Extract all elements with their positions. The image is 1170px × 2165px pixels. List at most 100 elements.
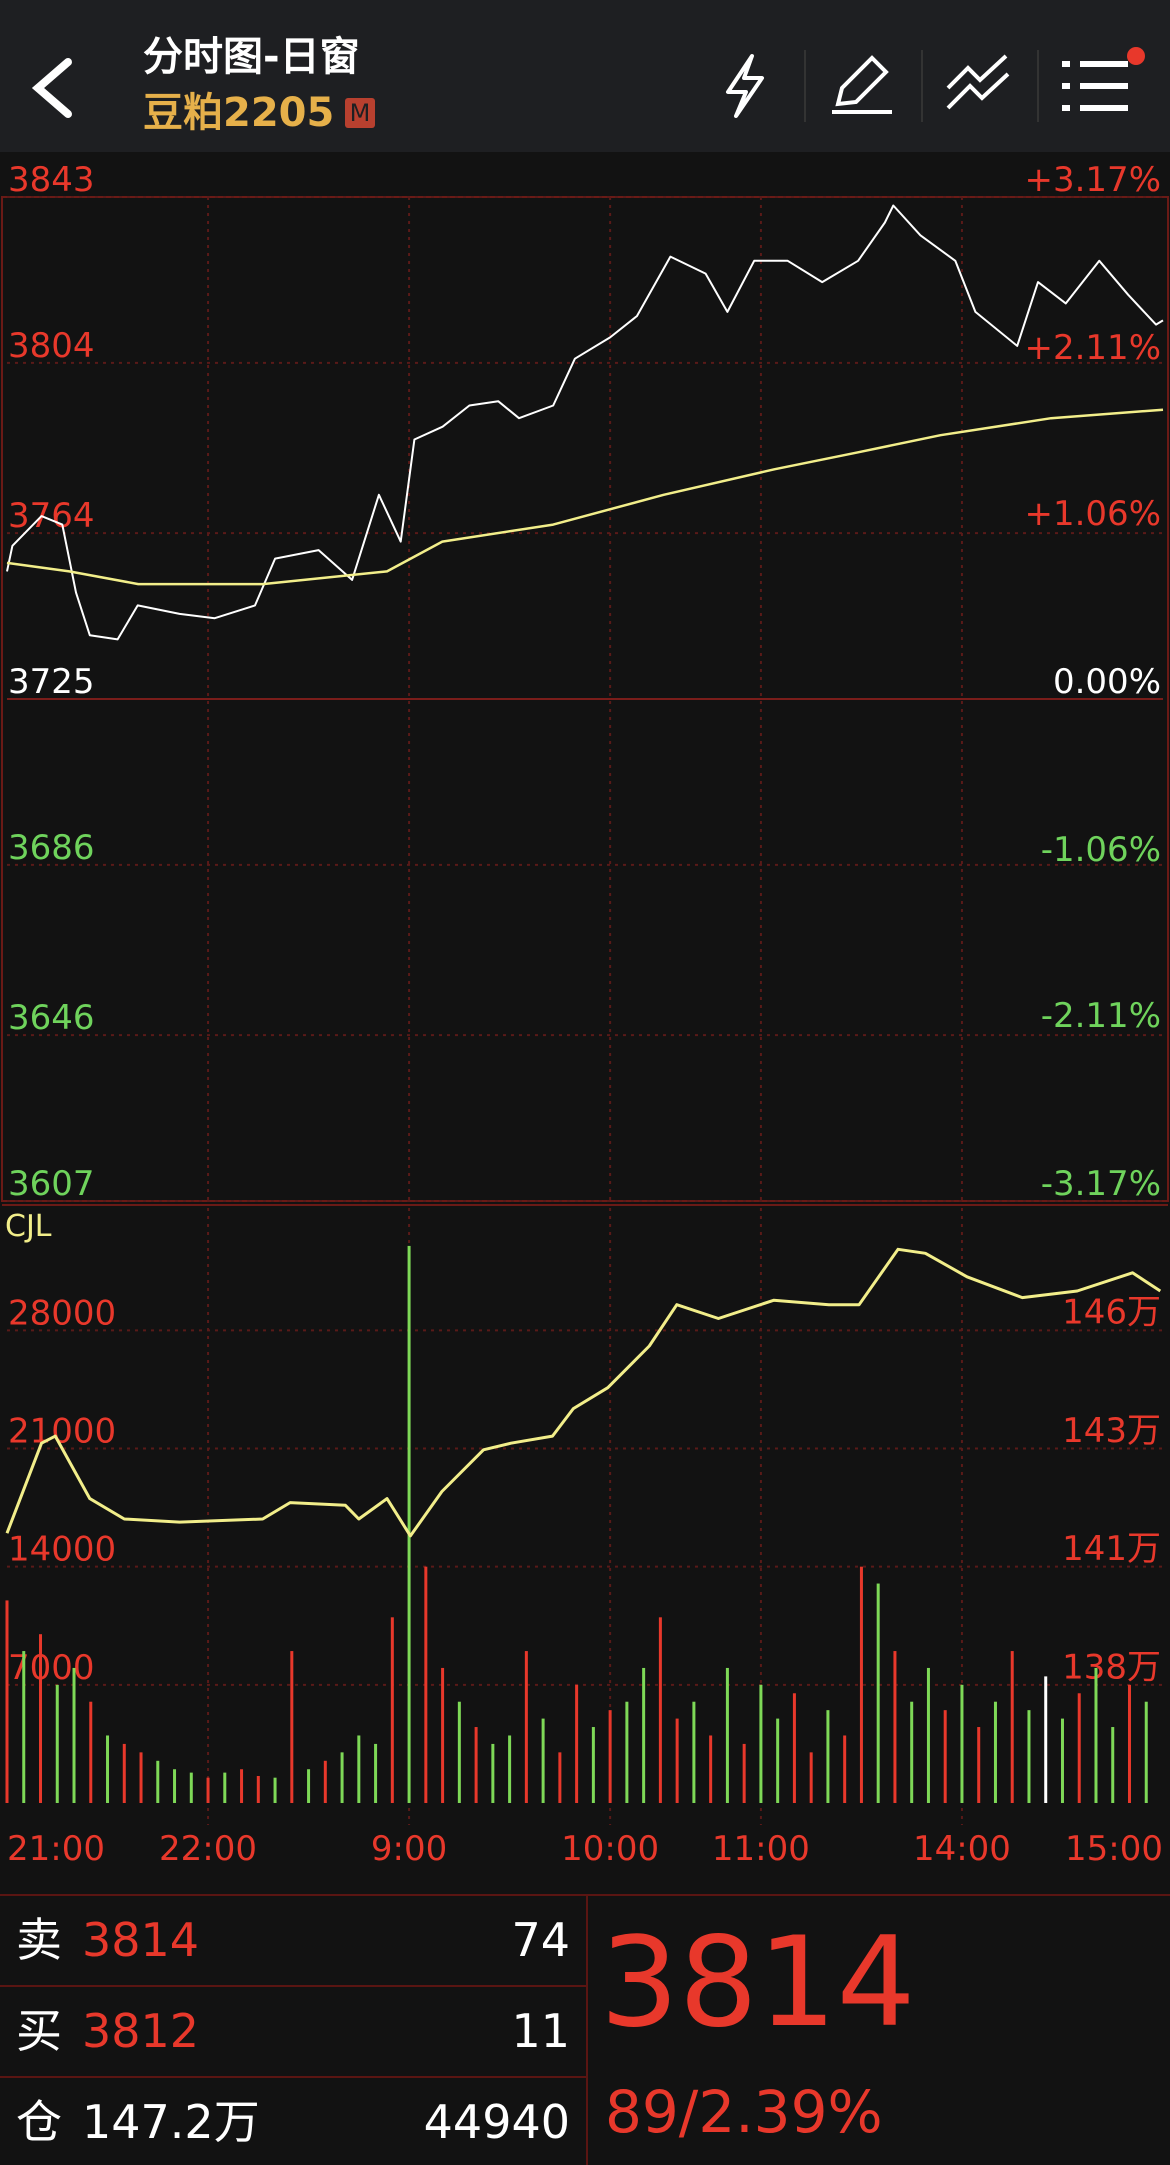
open-interest-line <box>5 1247 1162 1538</box>
volume-bar <box>340 1752 344 1803</box>
volume-bar <box>692 1701 696 1803</box>
volume-bar <box>173 1769 177 1803</box>
volume-bar <box>709 1735 713 1803</box>
volume-bar <box>960 1684 964 1803</box>
flash-icon[interactable] <box>726 54 764 118</box>
price-change: 89/2.39% <box>605 2078 883 2146</box>
volume-bar <box>792 1693 796 1803</box>
volume-bar <box>642 1667 646 1803</box>
menu-icon[interactable] <box>1062 61 1128 111</box>
y2-tick-label: -3.17% <box>1041 1164 1161 1204</box>
quote-panel <box>0 1894 1170 2165</box>
volume-bar <box>22 1651 26 1803</box>
volume-bar <box>541 1718 545 1803</box>
volume-bar <box>106 1735 110 1803</box>
back-button[interactable] <box>31 58 72 118</box>
volume-bar <box>910 1701 914 1803</box>
volume-bar <box>524 1651 528 1803</box>
y2-tick-label: 138万 <box>1062 1648 1161 1688</box>
volume-bar <box>1077 1693 1081 1803</box>
y-tick-label: 3646 <box>8 998 95 1038</box>
volume-bar <box>926 1667 930 1803</box>
pane-title: CJL <box>5 1209 52 1244</box>
volume-bar <box>1127 1684 1131 1803</box>
volume-bar <box>591 1727 595 1803</box>
volume-bar <box>776 1718 780 1803</box>
volume-bar <box>273 1777 277 1803</box>
x-tick-label: 15:00 <box>1065 1829 1163 1869</box>
volume-bar <box>759 1684 763 1803</box>
indicator-icon[interactable] <box>946 54 1010 110</box>
oi-value: 147.2万 <box>82 2095 260 2149</box>
volume-bar <box>742 1743 746 1803</box>
y-tick-label: 7000 <box>8 1648 95 1688</box>
volume-bar <box>993 1701 997 1803</box>
volume-bar <box>809 1752 813 1803</box>
volume-bar <box>725 1667 729 1803</box>
badge-bg <box>345 98 375 128</box>
volume-bar <box>323 1760 327 1803</box>
volume-bar <box>675 1718 679 1803</box>
y-tick-label: 3607 <box>8 1164 95 1204</box>
volume-bar <box>5 1600 9 1803</box>
volume-bar <box>457 1701 461 1803</box>
x-tick-label: 9:00 <box>371 1829 447 1869</box>
price-line <box>6 204 1164 641</box>
last-price: 3814 <box>600 1911 916 2055</box>
ask-volume: 74 <box>511 1913 570 1967</box>
y2-tick-label: -2.11% <box>1041 996 1161 1036</box>
bid-price: 3812 <box>82 2004 199 2058</box>
volume-bar <box>1010 1651 1014 1803</box>
page-title: 分时图-日窗 <box>143 34 360 80</box>
y-tick-label: 14000 <box>8 1530 116 1570</box>
y-tick-label: 21000 <box>8 1411 116 1451</box>
volume-bar <box>139 1752 143 1803</box>
volume-bar <box>1060 1718 1064 1803</box>
x-tick-label: 22:00 <box>159 1829 257 1869</box>
y2-tick-label: +3.17% <box>1025 160 1162 200</box>
bid-volume: 11 <box>511 2004 570 2058</box>
volume-bar <box>558 1752 562 1803</box>
volume-bar <box>474 1727 478 1803</box>
price-line <box>6 408 1164 586</box>
volume-bar <box>1027 1710 1031 1803</box>
x-tick-label: 14:00 <box>913 1829 1011 1869</box>
volume-bar <box>122 1743 126 1803</box>
y2-tick-label: 0.00% <box>1053 662 1161 702</box>
volume-bar <box>608 1710 612 1803</box>
volume-bar <box>441 1667 445 1803</box>
y-tick-label: 3843 <box>8 160 95 200</box>
volume-bar <box>256 1775 260 1803</box>
volume-bar <box>424 1566 428 1803</box>
volume-bar <box>39 1634 43 1803</box>
volume-bar <box>977 1727 981 1803</box>
draw-icon[interactable] <box>832 55 892 114</box>
volume-bar <box>357 1735 361 1803</box>
volume-bar <box>240 1769 244 1803</box>
volume-bar <box>290 1651 294 1803</box>
volume-bar <box>156 1760 160 1803</box>
volume-bar <box>1094 1667 1098 1803</box>
volume-bar <box>307 1769 311 1803</box>
volume-bar <box>658 1617 662 1803</box>
volume-bar <box>826 1710 830 1803</box>
plot-area: 3843 3804 3764 3725 3686 3646 3607 +3.17% +2.11%… <box>1 160 1169 1869</box>
y2-tick-label: 146万 <box>1062 1293 1161 1333</box>
x-tick-label: 10:00 <box>561 1829 659 1869</box>
x-tick-label: 11:00 <box>712 1829 810 1869</box>
y2-tick-label: +1.06% <box>1025 494 1162 534</box>
volume-bar <box>859 1566 863 1803</box>
volume-bar <box>1144 1701 1148 1803</box>
y2-tick-label: -1.06% <box>1041 830 1161 870</box>
y2-tick-label: +2.11% <box>1025 328 1162 368</box>
volume-bar <box>72 1667 76 1803</box>
volume-bar <box>223 1772 227 1803</box>
y-tick-label: 3764 <box>8 496 95 536</box>
ask-price: 3814 <box>82 1913 199 1967</box>
volume-bar <box>374 1743 378 1803</box>
ask-label: 卖 <box>16 1913 62 1967</box>
bid-label: 买 <box>16 2004 62 2058</box>
daily-volume: 44940 <box>424 2095 570 2149</box>
